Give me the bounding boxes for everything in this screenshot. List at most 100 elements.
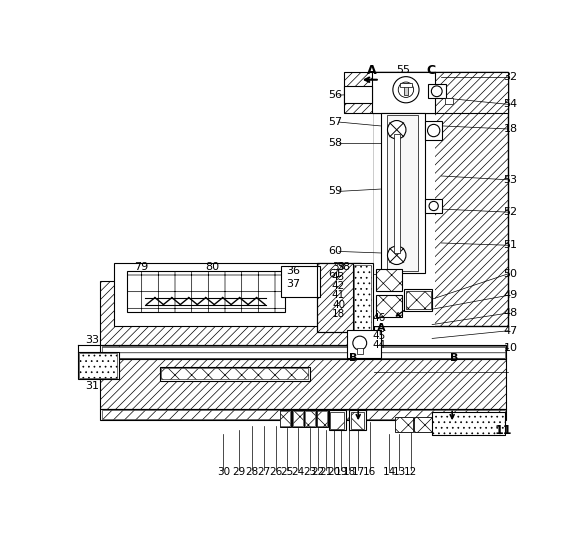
- Text: 39: 39: [332, 262, 345, 272]
- Bar: [114, 263, 361, 326]
- Text: 58: 58: [328, 138, 342, 148]
- Text: 36: 36: [286, 266, 300, 276]
- Text: 12: 12: [404, 467, 417, 477]
- Text: 60: 60: [328, 247, 342, 256]
- Text: 46: 46: [373, 314, 386, 323]
- Text: A: A: [367, 64, 377, 77]
- Text: 45: 45: [373, 331, 386, 341]
- Bar: [381, 113, 425, 273]
- Circle shape: [388, 121, 406, 139]
- Text: 20: 20: [327, 467, 340, 477]
- Bar: [293, 411, 303, 426]
- Text: 32: 32: [504, 72, 518, 81]
- Text: A: A: [377, 323, 386, 333]
- Text: 56: 56: [328, 90, 342, 100]
- Circle shape: [388, 246, 406, 265]
- Bar: [305, 411, 315, 426]
- Text: 18: 18: [504, 124, 518, 134]
- Bar: [317, 410, 328, 427]
- Text: 18: 18: [332, 309, 345, 319]
- Text: 42: 42: [332, 281, 345, 291]
- Text: 17: 17: [351, 467, 365, 477]
- Text: 51: 51: [504, 240, 518, 250]
- Text: 57: 57: [328, 117, 342, 127]
- Text: 80: 80: [205, 262, 219, 272]
- Text: 61: 61: [328, 269, 342, 279]
- Text: B: B: [348, 353, 357, 363]
- Circle shape: [353, 336, 367, 350]
- Bar: [354, 265, 371, 346]
- Bar: [374, 72, 435, 326]
- Bar: [415, 417, 432, 433]
- Bar: [304, 410, 316, 427]
- Bar: [100, 408, 506, 420]
- Text: 16: 16: [363, 467, 377, 477]
- Bar: [376, 295, 402, 317]
- Text: 59: 59: [328, 187, 342, 196]
- Bar: [102, 346, 504, 358]
- Bar: [100, 359, 506, 410]
- Bar: [100, 281, 374, 345]
- Text: 53: 53: [504, 175, 518, 185]
- Text: 24: 24: [292, 467, 305, 477]
- Text: 14: 14: [382, 467, 396, 477]
- Text: 30: 30: [217, 467, 230, 477]
- Text: 28: 28: [246, 467, 259, 477]
- Bar: [331, 412, 344, 428]
- Text: 40: 40: [332, 300, 345, 310]
- Text: 11: 11: [494, 425, 512, 437]
- Bar: [329, 410, 346, 430]
- Text: 19: 19: [335, 467, 348, 477]
- Bar: [351, 412, 365, 428]
- Text: 10: 10: [504, 343, 518, 353]
- Text: 26: 26: [269, 467, 282, 477]
- Text: 50: 50: [504, 269, 518, 279]
- Bar: [317, 411, 327, 426]
- Text: 13: 13: [392, 467, 405, 477]
- Bar: [404, 83, 408, 95]
- Text: 31: 31: [86, 381, 99, 391]
- Bar: [279, 410, 291, 427]
- Text: 38: 38: [336, 262, 350, 272]
- Bar: [159, 367, 310, 381]
- Text: 27: 27: [258, 467, 271, 477]
- Bar: [281, 411, 290, 426]
- Text: C: C: [426, 64, 435, 77]
- Bar: [374, 72, 508, 326]
- Bar: [406, 291, 431, 309]
- Bar: [394, 133, 400, 253]
- Circle shape: [431, 86, 442, 96]
- Circle shape: [398, 82, 413, 98]
- Bar: [161, 368, 308, 379]
- Bar: [292, 410, 304, 427]
- Text: 22: 22: [312, 467, 325, 477]
- Text: 48: 48: [504, 308, 518, 318]
- Text: 25: 25: [281, 467, 294, 477]
- Bar: [349, 410, 366, 430]
- Circle shape: [429, 202, 438, 211]
- Text: 33: 33: [86, 335, 99, 345]
- Text: 52: 52: [504, 207, 518, 217]
- Bar: [445, 98, 453, 105]
- Bar: [400, 83, 412, 87]
- Bar: [281, 266, 320, 297]
- Bar: [344, 72, 508, 113]
- Text: 37: 37: [286, 279, 300, 289]
- Text: 49: 49: [504, 291, 518, 300]
- Bar: [432, 412, 504, 435]
- Text: 54: 54: [504, 99, 518, 109]
- Bar: [425, 199, 442, 213]
- Bar: [404, 289, 432, 311]
- Text: 18: 18: [342, 467, 355, 477]
- Bar: [432, 412, 504, 435]
- Bar: [100, 345, 506, 359]
- Bar: [372, 72, 435, 113]
- Text: 79: 79: [134, 262, 148, 272]
- Bar: [388, 115, 418, 271]
- Text: 21: 21: [319, 467, 332, 477]
- Text: B: B: [450, 353, 458, 363]
- Text: 44: 44: [373, 340, 386, 349]
- Text: 47: 47: [504, 326, 518, 336]
- Bar: [347, 330, 381, 358]
- Text: 23: 23: [303, 467, 316, 477]
